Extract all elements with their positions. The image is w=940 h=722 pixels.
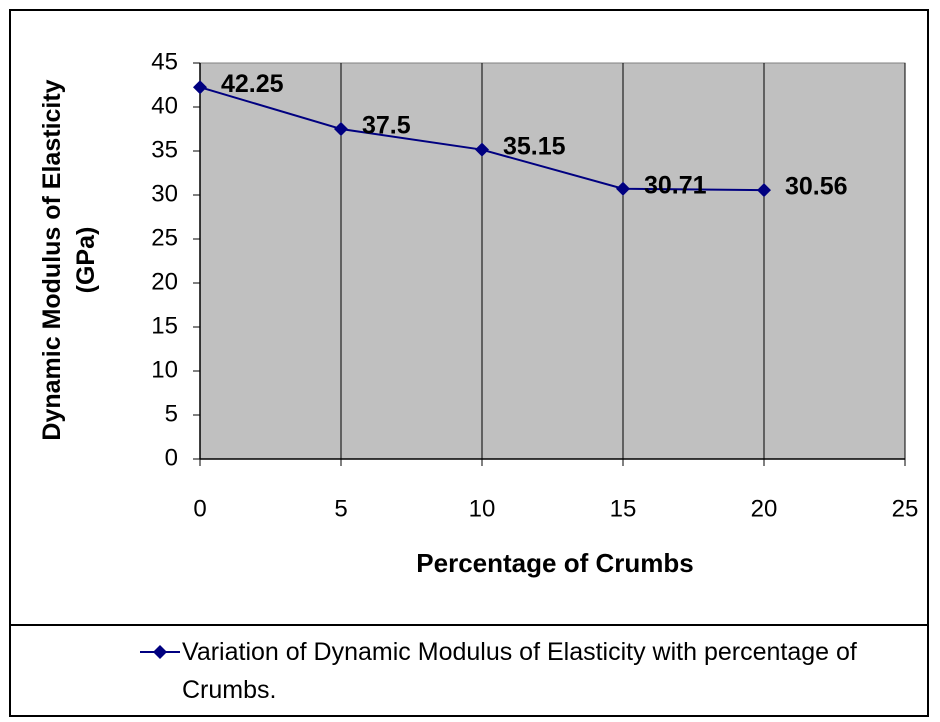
y-axis-title: Dynamic Modulus of Elasticity (GPa) (38, 79, 100, 441)
y-tick-label: 0 (165, 444, 178, 471)
legend-box (9, 624, 929, 717)
data-label: 37.5 (362, 112, 411, 140)
data-point (616, 181, 630, 196)
y-tick-label: 45 (151, 48, 178, 75)
data-label: 35.15 (503, 132, 566, 160)
legend-marker (153, 645, 167, 659)
y-tick-label: 10 (151, 356, 178, 383)
data-label: 30.56 (785, 173, 848, 201)
x-axis-title: Percentage of Crumbs (416, 548, 693, 578)
data-point (475, 142, 489, 157)
data-point (193, 80, 207, 95)
x-tick-label: 25 (892, 495, 919, 522)
data-point (334, 122, 348, 136)
x-tick-label: 0 (193, 495, 206, 522)
y-tick-label: 15 (151, 312, 178, 339)
legend-label: Variation of Dynamic Modulus of Elastici… (182, 638, 857, 704)
y-tick-label: 40 (151, 92, 178, 119)
y-tick-label: 35 (151, 136, 178, 163)
data-label: 30.71 (644, 171, 707, 199)
x-tick-label: 5 (334, 495, 347, 522)
x-tick-label: 15 (610, 495, 637, 522)
x-tick-label: 20 (751, 495, 778, 522)
y-tick-label: 20 (151, 268, 178, 295)
plot-area (199, 62, 906, 460)
x-tick-label: 10 (469, 495, 496, 522)
data-label: 42.25 (221, 70, 284, 98)
y-tick-label: 25 (151, 224, 178, 251)
data-point (757, 183, 771, 198)
y-tick-label: 5 (165, 400, 178, 427)
y-tick-label: 30 (151, 180, 178, 207)
